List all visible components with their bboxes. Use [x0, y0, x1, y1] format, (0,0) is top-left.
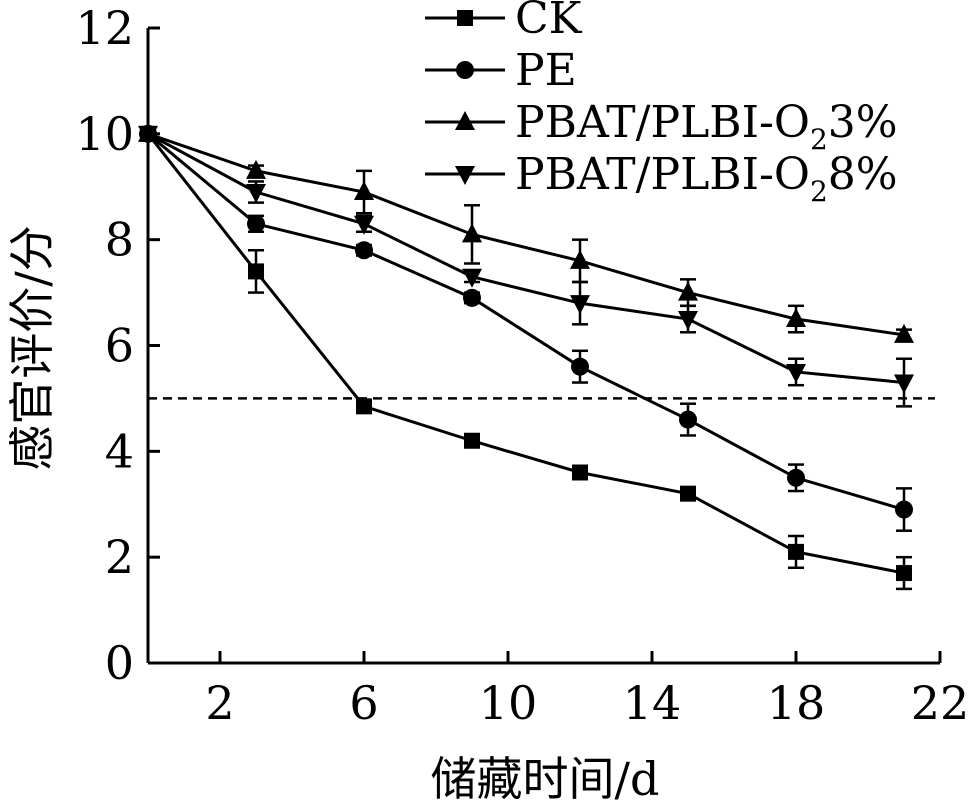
legend-label-main: CK [515, 0, 583, 44]
marker-triangle-down [246, 184, 266, 204]
marker-square [464, 432, 480, 449]
series-3 [138, 122, 914, 343]
marker-triangle-down [138, 125, 158, 145]
legend-label: PBAT/PLBI-O23% [515, 97, 898, 156]
x-tick-label: 10 [479, 676, 538, 730]
y-tick-label: 0 [105, 636, 134, 690]
legend-item-1: CK [425, 0, 583, 44]
series-line [147, 132, 905, 337]
y-axis-title: 感官评价/分 [5, 225, 59, 471]
series-4 [138, 125, 914, 408]
legend-item-4: PBAT/PLBI-O28% [425, 149, 898, 208]
y-tick-label: 8 [105, 213, 134, 267]
legend-label: PE [515, 45, 577, 96]
series-line [147, 132, 905, 385]
marker-triangle-down [354, 215, 374, 235]
marker-triangle-down [570, 295, 590, 315]
y-tick-label: 4 [105, 424, 134, 478]
marker-square [896, 565, 912, 582]
marker-square [356, 398, 372, 415]
y-tick-label: 10 [75, 107, 134, 161]
marker-triangle-up [678, 281, 698, 301]
y-tick-label: 2 [105, 530, 134, 584]
legend-label: PBAT/PLBI-O28% [515, 149, 898, 208]
marker-triangle-down [678, 311, 698, 331]
legend-label-rest: 8% [828, 149, 898, 200]
marker-square [680, 485, 696, 502]
marker-square [572, 464, 588, 481]
legend-label-subscript: 2 [810, 123, 828, 156]
marker-square [788, 543, 804, 560]
x-tick-label: 18 [767, 676, 826, 730]
marker-circle [787, 468, 805, 487]
y-tick-label: 12 [75, 1, 134, 55]
marker-triangle-up [354, 181, 374, 201]
marker-circle [679, 410, 697, 429]
legend-label: CK [515, 0, 583, 44]
marker-triangle-up [462, 223, 482, 243]
series-group [138, 122, 914, 591]
marker-square [457, 10, 473, 26]
marker-triangle-up [246, 159, 266, 179]
legend-label-main: PBAT/PLBI-O [515, 149, 810, 200]
legend-label-main: PE [515, 45, 577, 96]
x-tick-label: 2 [205, 676, 234, 730]
x-tick-label: 22 [911, 676, 970, 730]
legend-label-subscript: 2 [810, 175, 828, 208]
legend-label-rest: 3% [828, 97, 898, 148]
marker-circle [247, 214, 265, 233]
marker-circle [571, 357, 589, 376]
x-axis-title: 储藏时间/d [431, 752, 660, 806]
legend-label-main: PBAT/PLBI-O [515, 97, 810, 148]
marker-triangle-up [570, 249, 590, 269]
marker-circle [456, 61, 474, 79]
marker-triangle-down [462, 268, 482, 288]
marker-circle [895, 500, 913, 519]
series-line [146, 132, 905, 575]
y-tick-label: 6 [105, 319, 134, 373]
x-tick-label: 6 [349, 676, 378, 730]
legend-item-3: PBAT/PLBI-O23% [425, 97, 898, 156]
marker-triangle-down [455, 166, 475, 185]
marker-circle [355, 241, 373, 260]
marker-triangle-up [455, 111, 475, 130]
marker-triangle-up [894, 323, 914, 343]
legend-item-2: PE [425, 45, 577, 96]
marker-triangle-down [786, 363, 806, 383]
x-tick-label: 14 [623, 676, 682, 730]
series-2 [139, 124, 913, 532]
marker-circle [463, 288, 481, 307]
marker-triangle-up [786, 308, 806, 328]
marker-triangle-down [894, 374, 914, 394]
series-line [147, 132, 905, 511]
marker-square [248, 263, 264, 280]
